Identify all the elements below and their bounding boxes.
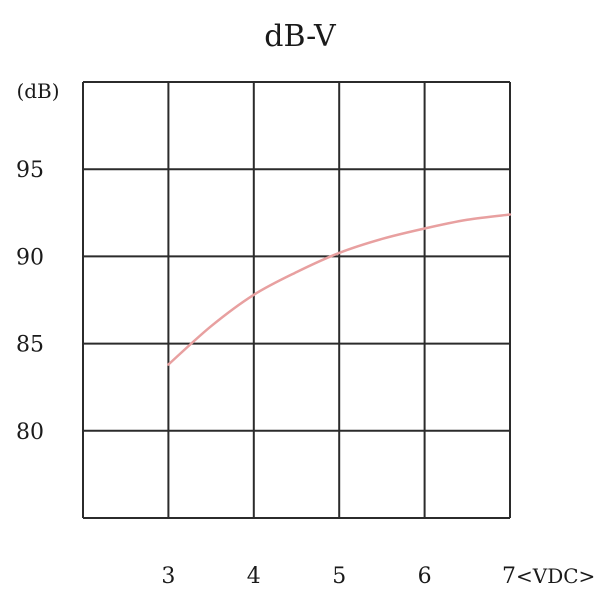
x-tick-label-3: 3 [161,564,175,589]
x-tick-label-7: 7<VDC> [502,564,595,589]
x-tick-labels: 3 4 5 6 7<VDC> [161,564,595,589]
series-line-0 [167,213,512,366]
x-tick-label-6: 6 [418,564,432,589]
grid [82,81,511,519]
y-axis-label: (dB) [16,79,59,103]
chart-title: dB-V [264,19,337,54]
y-tick-labels: 80 85 90 95 [16,158,44,445]
series-group [167,213,512,366]
x-axis-unit: <VDC> [516,564,595,588]
y-tick-label-90: 90 [16,245,44,270]
y-tick-label-80: 80 [16,420,44,445]
x-tick-label-4: 4 [247,564,261,589]
y-tick-label-85: 85 [16,333,44,358]
y-tick-label-95: 95 [16,158,44,183]
x-tick-label-5: 5 [332,564,346,589]
